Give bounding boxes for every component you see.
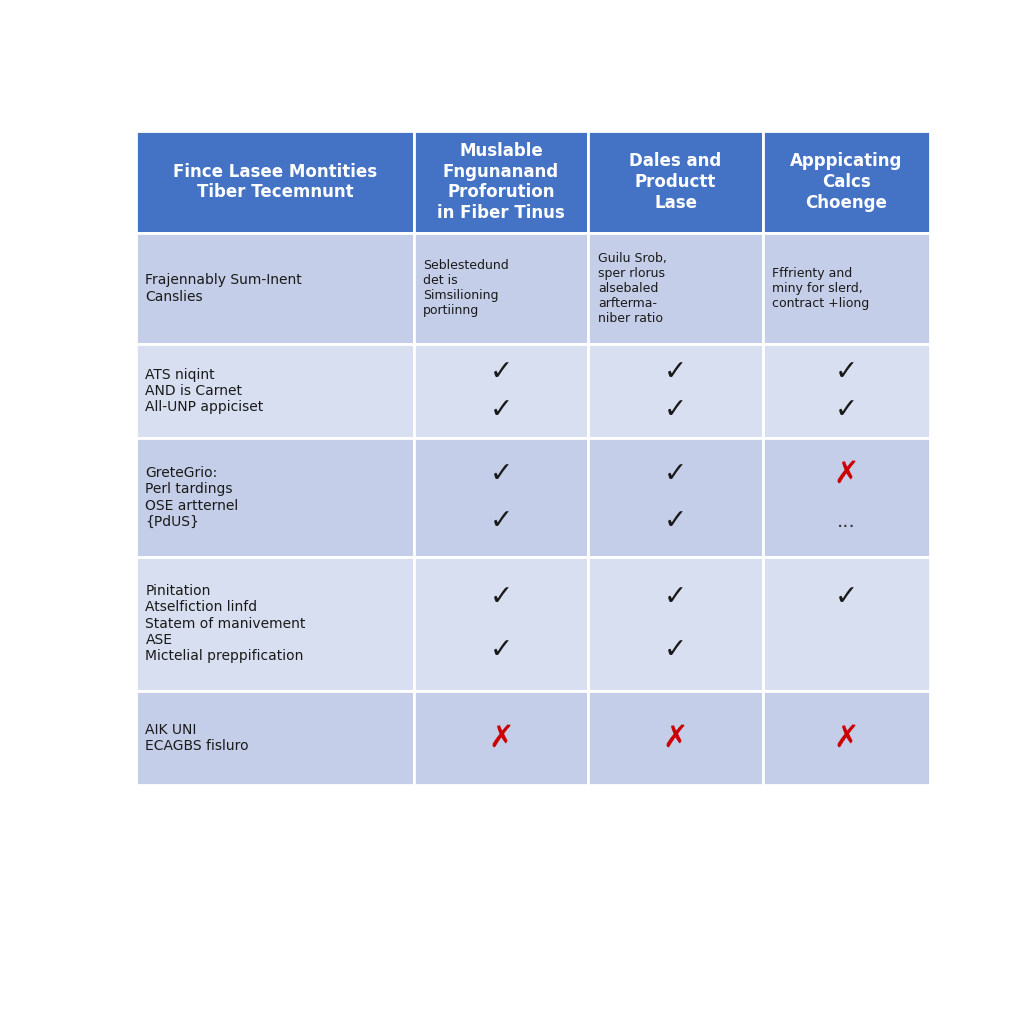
Text: ✓: ✓ [489, 583, 513, 610]
FancyBboxPatch shape [414, 233, 588, 344]
Text: GreteGrio:
Perl tardings
OSE artternel
{PdUS}: GreteGrio: Perl tardings OSE artternel {… [145, 466, 239, 528]
FancyBboxPatch shape [763, 438, 930, 557]
Text: ✓: ✓ [664, 583, 687, 610]
Text: ✗: ✗ [488, 723, 514, 753]
Text: Fffrienty and
miny for slerd,
contract +liong: Fffrienty and miny for slerd, contract +… [772, 267, 869, 310]
FancyBboxPatch shape [136, 438, 414, 557]
FancyBboxPatch shape [763, 233, 930, 344]
Text: ✓: ✓ [835, 583, 858, 610]
Text: Apppicating
Calcs
Choenge: Apppicating Calcs Choenge [791, 153, 902, 212]
Text: ✓: ✓ [489, 358, 513, 386]
FancyBboxPatch shape [588, 438, 763, 557]
FancyBboxPatch shape [763, 344, 930, 438]
Text: ✓: ✓ [489, 507, 513, 536]
Text: ✓: ✓ [489, 460, 513, 487]
FancyBboxPatch shape [136, 690, 414, 785]
FancyBboxPatch shape [414, 438, 588, 557]
Text: AIK UNI
ECAGBS fisluro: AIK UNI ECAGBS fisluro [145, 723, 249, 753]
FancyBboxPatch shape [136, 344, 414, 438]
FancyBboxPatch shape [763, 690, 930, 785]
FancyBboxPatch shape [414, 344, 588, 438]
FancyBboxPatch shape [414, 690, 588, 785]
FancyBboxPatch shape [763, 557, 930, 690]
Text: Seblestedund
det is
Simsilioning
portiinng: Seblestedund det is Simsilioning portiin… [423, 259, 509, 317]
Text: ATS niqint
AND is Carnet
All-UNP appiciset: ATS niqint AND is Carnet All-UNP appicis… [145, 368, 264, 414]
Text: ✓: ✓ [664, 507, 687, 536]
Text: ✓: ✓ [489, 636, 513, 665]
Text: ✓: ✓ [835, 358, 858, 386]
Text: ✗: ✗ [663, 723, 688, 753]
FancyBboxPatch shape [588, 344, 763, 438]
FancyBboxPatch shape [763, 131, 930, 233]
FancyBboxPatch shape [414, 131, 588, 233]
Text: ✓: ✓ [664, 396, 687, 424]
Text: ✓: ✓ [664, 460, 687, 487]
Text: ✗: ✗ [834, 723, 859, 753]
Text: Guilu Srob,
sper rlorus
alsebaled
arfterma-
niber ratio: Guilu Srob, sper rlorus alsebaled arfter… [598, 252, 667, 325]
FancyBboxPatch shape [414, 557, 588, 690]
Text: ✓: ✓ [664, 636, 687, 665]
FancyBboxPatch shape [136, 557, 414, 690]
Text: ✓: ✓ [835, 396, 858, 424]
FancyBboxPatch shape [588, 557, 763, 690]
Text: ✗: ✗ [834, 459, 859, 488]
Text: ✓: ✓ [664, 358, 687, 386]
Text: Frajennably Sum-Inent
Canslies: Frajennably Sum-Inent Canslies [145, 273, 302, 303]
FancyBboxPatch shape [136, 131, 414, 233]
Text: Fince Lasee Montities
Tiber Tecemnunt: Fince Lasee Montities Tiber Tecemnunt [173, 163, 377, 202]
Text: Dales and
Productt
Lase: Dales and Productt Lase [630, 153, 722, 212]
Text: Muslable
Fngunanand
Proforution
in Fiber Tinus: Muslable Fngunanand Proforution in Fiber… [437, 141, 565, 222]
FancyBboxPatch shape [588, 131, 763, 233]
FancyBboxPatch shape [588, 233, 763, 344]
Text: ✓: ✓ [489, 396, 513, 424]
Text: Pinitation
Atselfiction linfd
Statem of manivement
ASE
Mictelial preppification: Pinitation Atselfiction linfd Statem of … [145, 584, 306, 663]
FancyBboxPatch shape [588, 690, 763, 785]
Text: ...: ... [837, 512, 856, 530]
FancyBboxPatch shape [136, 233, 414, 344]
